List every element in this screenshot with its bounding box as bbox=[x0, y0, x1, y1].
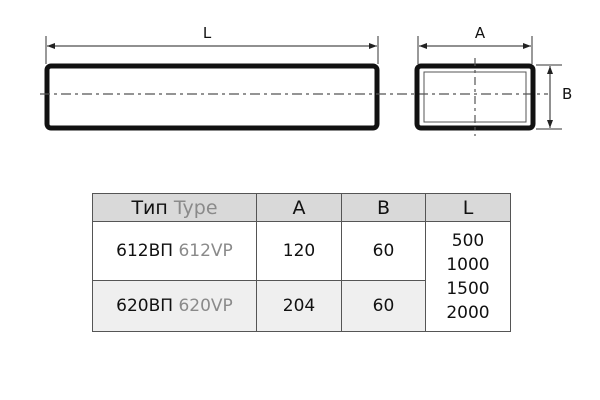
length-value: 1000 bbox=[446, 254, 490, 275]
b-cell: 60 bbox=[341, 221, 426, 281]
a-cell: 204 bbox=[256, 280, 342, 332]
header-type: Тип Type bbox=[92, 193, 257, 222]
length-value: 2000 bbox=[446, 302, 490, 323]
length-label: L bbox=[203, 24, 212, 42]
type-cell: 620ВП 620VP bbox=[92, 280, 257, 332]
header-l: L bbox=[425, 193, 511, 222]
table-header-row: Тип Type A B L bbox=[92, 193, 511, 222]
header-a: A bbox=[256, 193, 342, 222]
type-en: 620VP bbox=[178, 296, 233, 316]
duct-drawing: L A B bbox=[40, 24, 572, 136]
a-cell: 120 bbox=[256, 221, 342, 281]
type-cell: 612ВП 612VP bbox=[92, 221, 257, 281]
header-type-ru: Тип bbox=[131, 196, 168, 219]
width-label: A bbox=[475, 24, 486, 42]
b-cell: 60 bbox=[341, 280, 426, 332]
header-b: B bbox=[341, 193, 426, 222]
spec-table: Тип Type A B L 612ВП 612VP 120 60 500 10… bbox=[92, 193, 511, 332]
duct-side-view bbox=[44, 63, 380, 131]
table-row: 620ВП 620VP 204 60 bbox=[92, 280, 511, 332]
header-type-en: Type bbox=[173, 196, 218, 219]
length-value: 1500 bbox=[446, 278, 490, 299]
lengths-cell: 500 1000 1500 2000 bbox=[425, 221, 511, 332]
type-ru: 612ВП bbox=[116, 241, 174, 261]
type-ru: 620ВП bbox=[116, 296, 174, 316]
table-row: 612ВП 612VP 120 60 500 1000 1500 2000 bbox=[92, 221, 511, 332]
length-value: 500 bbox=[451, 230, 485, 251]
type-en: 612VP bbox=[178, 241, 233, 261]
height-label: B bbox=[562, 85, 572, 103]
